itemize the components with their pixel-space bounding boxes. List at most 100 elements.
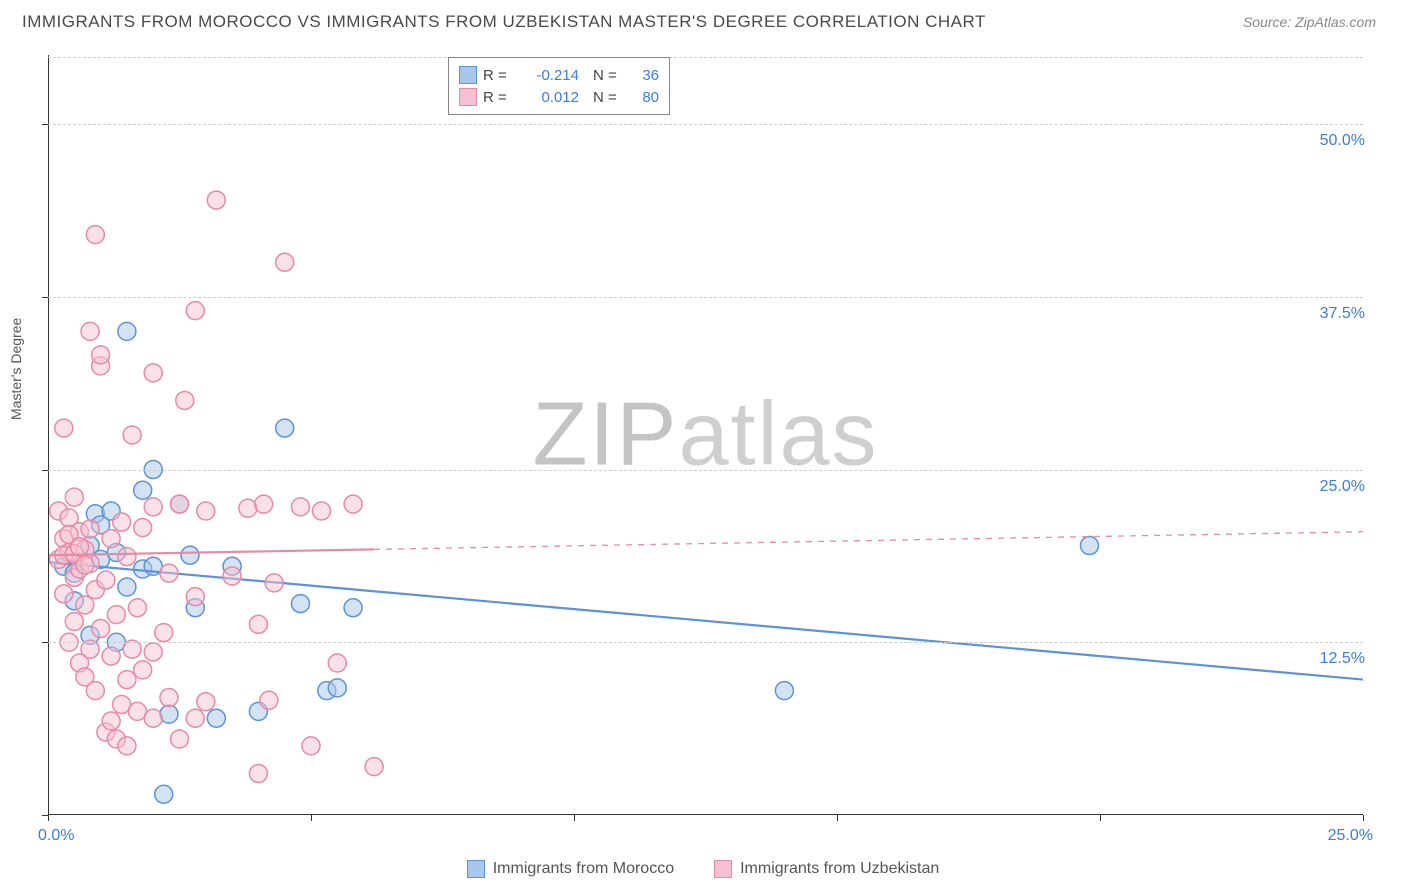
data-point (276, 419, 294, 437)
data-point (255, 495, 273, 513)
data-point (76, 556, 94, 574)
stats-legend-row: R = -0.214 N = 36 (459, 64, 659, 86)
r-label: R = (483, 89, 513, 106)
data-point (344, 599, 362, 617)
data-point (207, 709, 225, 727)
scatter-chart: ZIPatlas 12.5%25.0%37.5%50.0%0.0%25.0% R… (48, 55, 1363, 815)
data-point (102, 530, 120, 548)
source-attribution: Source: ZipAtlas.com (1243, 14, 1376, 30)
data-point (155, 624, 173, 642)
x-tick (574, 815, 575, 821)
plot-area (48, 55, 1363, 815)
x-end-label: 25.0% (1328, 827, 1373, 845)
data-point (144, 364, 162, 382)
data-point (207, 191, 225, 209)
n-value: 36 (629, 67, 659, 84)
data-point (81, 520, 99, 538)
data-point (81, 322, 99, 340)
legend-item-morocco: Immigrants from Morocco (467, 860, 674, 878)
data-point (71, 538, 89, 556)
data-point (118, 671, 136, 689)
data-point (197, 502, 215, 520)
y-tick-label: 12.5% (1320, 650, 1365, 668)
data-point (186, 709, 204, 727)
data-point (65, 613, 83, 631)
data-point (302, 737, 320, 755)
data-point (171, 495, 189, 513)
data-point (276, 253, 294, 271)
data-point (107, 606, 125, 624)
n-label: N = (593, 67, 623, 84)
x-tick (1363, 815, 1364, 821)
data-point (144, 709, 162, 727)
data-point (291, 595, 309, 613)
data-point (176, 391, 194, 409)
data-point (134, 661, 152, 679)
data-point (118, 737, 136, 755)
x-tick (48, 815, 49, 821)
data-point (97, 571, 115, 589)
r-label: R = (483, 67, 513, 84)
data-point (55, 419, 73, 437)
data-point (328, 679, 346, 697)
gridline (48, 124, 1363, 125)
swatch-morocco (467, 860, 485, 878)
stats-legend: R = -0.214 N = 36 R = 0.012 N = 80 (448, 57, 670, 115)
data-point (160, 564, 178, 582)
trend-line-morocco (48, 562, 1363, 679)
x-tick (837, 815, 838, 821)
r-value: -0.214 (519, 67, 579, 84)
data-point (344, 495, 362, 513)
data-point (118, 322, 136, 340)
x-tick (1100, 815, 1101, 821)
data-point (102, 712, 120, 730)
data-point (265, 574, 283, 592)
data-point (128, 599, 146, 617)
legend-item-uzbekistan: Immigrants from Uzbekistan (714, 860, 939, 878)
y-tick-label: 37.5% (1320, 305, 1365, 323)
y-tick (42, 124, 48, 125)
data-point (92, 619, 110, 637)
r-value: 0.012 (519, 89, 579, 106)
data-point (55, 585, 73, 603)
data-point (197, 693, 215, 711)
data-point (365, 758, 383, 776)
stats-swatch (459, 66, 477, 84)
data-point (92, 346, 110, 364)
swatch-uzbekistan (714, 860, 732, 878)
data-point (134, 519, 152, 537)
x-tick (311, 815, 312, 821)
y-tick (42, 470, 48, 471)
data-point (249, 615, 267, 633)
data-point (118, 578, 136, 596)
data-point (186, 588, 204, 606)
data-point (171, 730, 189, 748)
trend-line-uzbekistan-dashed (374, 532, 1363, 550)
x-axis-line (48, 814, 1363, 815)
y-tick (42, 297, 48, 298)
data-point (186, 302, 204, 320)
data-point (65, 488, 83, 506)
data-point (123, 426, 141, 444)
data-point (134, 481, 152, 499)
stats-swatch (459, 88, 477, 106)
series-legend: Immigrants from Morocco Immigrants from … (0, 860, 1406, 878)
data-point (102, 647, 120, 665)
gridline (48, 470, 1363, 471)
data-point (1080, 537, 1098, 555)
y-tick (42, 642, 48, 643)
y-axis-label: Master's Degree (8, 318, 24, 420)
y-tick (42, 815, 48, 816)
chart-title: IMMIGRANTS FROM MOROCCO VS IMMIGRANTS FR… (22, 12, 986, 32)
data-point (181, 546, 199, 564)
data-point (313, 502, 331, 520)
legend-label-uzbekistan: Immigrants from Uzbekistan (740, 860, 939, 878)
y-tick-label: 25.0% (1320, 478, 1365, 496)
data-point (160, 689, 178, 707)
n-label: N = (593, 89, 623, 106)
data-point (775, 682, 793, 700)
y-axis-line (48, 55, 49, 815)
n-value: 80 (629, 89, 659, 106)
data-point (118, 548, 136, 566)
y-tick-label: 50.0% (1320, 132, 1365, 150)
